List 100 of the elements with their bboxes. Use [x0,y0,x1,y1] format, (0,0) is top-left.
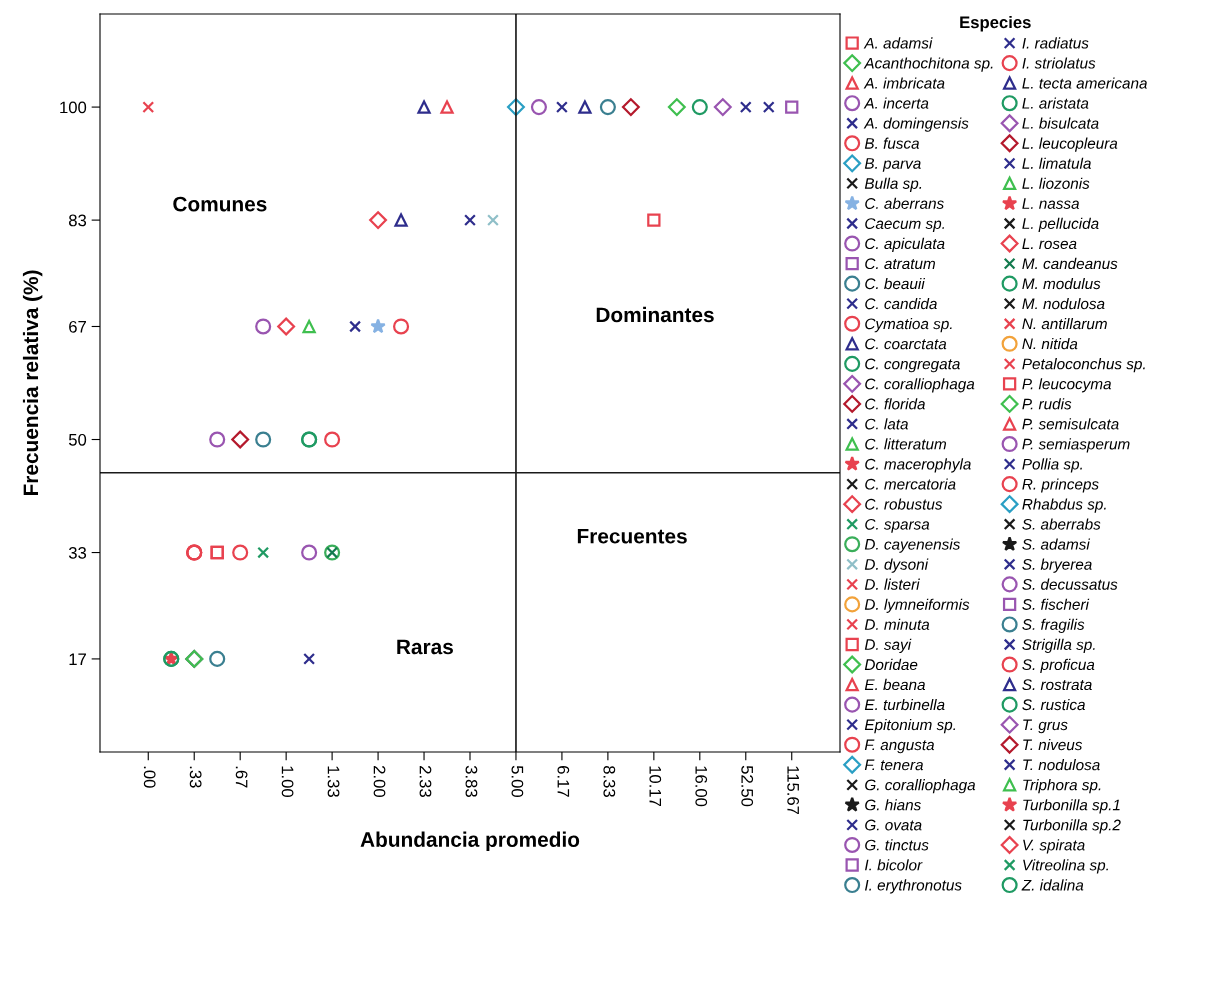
legend-label: Pollia sp. [1022,458,1082,473]
legend-label: L. rosea [1022,238,1077,250]
legend-label: L. limatula [1022,157,1091,169]
legend-label: L. leucopleura [1022,137,1118,152]
legend-label: M. nodulosa [1022,297,1105,310]
legend-label: A. adamsi [863,37,933,49]
legend-label: Acanthochitona sp. [863,57,993,72]
x-tick-label: 5.00 [511,765,524,797]
legend-label: L. tecta americana [1022,77,1147,89]
legend-label: R. princeps [1022,478,1099,493]
legend-label: Rhabdus sp. [1022,498,1106,513]
legend-label: C. mercatoria [865,478,956,490]
legend-label: Petaloconchus sp. [1022,358,1145,373]
annotation: Comunes [173,196,267,212]
x-tick-label: 8.33 [603,765,616,797]
x-tick-label: .33 [189,766,202,788]
legend-label: Z. idalina [1021,879,1084,891]
legend-label: A. imbricata [863,77,945,89]
legend-label: Bulla sp. [864,177,922,192]
legend-label: P. rudis [1022,398,1072,410]
legend-label: Doridae [864,658,918,671]
y-tick-label: 67 [69,320,86,333]
legend-label: S. aberrabs [1022,518,1101,530]
legend-label: I. striolatus [1022,57,1096,69]
legend-label: L. liozonis [1022,177,1090,189]
annotation: Frecuentes [577,529,687,544]
legend-label: D. sayi [864,638,912,653]
legend-label: Caecum sp. [865,218,945,233]
annotation: Raras [397,639,453,655]
legend-label: L. aristata [1022,97,1089,109]
legend-label: C. litteratum [865,438,947,450]
legend-label: F. angusta [864,739,935,754]
legend-label: I. erythronotus [864,879,962,894]
legend-label: C. florida [865,398,925,410]
legend-label: C. candida [865,297,937,310]
legend-label: C. beauii [865,277,926,290]
legend-label: I. radiatus [1022,37,1089,49]
legend-label: C. atratum [865,258,935,270]
y-tick-label: 100 [60,101,87,114]
x-tick-label: 16.00 [695,766,708,807]
legend-label: L. bisulcata [1022,117,1099,129]
legend-label: B. parva [864,158,921,172]
x-tick-label: 2.00 [373,766,386,797]
legend-label: P. leucocyma [1022,378,1112,393]
y-tick-label: 17 [69,653,86,665]
legend-label: C. coralliophaga [865,378,975,393]
legend-label: C. sparsa [865,518,930,533]
x-tick-label: 3.83 [465,765,478,797]
legend-label: S. adamsi [1022,538,1091,550]
legend-label: L. nassa [1022,198,1080,209]
legend-label: I. bicolor [864,859,923,871]
x-axis-title: Abundancia promedio [360,831,580,852]
legend-label: L. pellucida [1022,217,1099,233]
legend-label: G. coralliophaga [865,779,976,794]
legend-label: N. antillarum [1022,318,1107,330]
legend-label: V. spirata [1023,839,1085,854]
legend-label: C. macerophyla [865,458,971,473]
legend-label: Vitreolina sp. [1023,859,1109,874]
legend-label: Strigilla sp. [1022,638,1095,653]
legend-label: D. dysoni [864,558,929,573]
legend-label: D. lymneiformis [864,598,970,613]
legend-label: B. fusca [864,137,920,149]
legend-label: S. bryerea [1022,558,1092,573]
x-tick-label: 1.33 [327,766,340,797]
legend-label: C. lata [865,418,909,430]
x-tick-label: 52.50 [741,765,754,807]
legend-label: S. rustica [1022,698,1085,711]
legend-label: E. turbinella [864,698,945,711]
legend-label: S. proficua [1022,658,1095,674]
legend-label: F. tenera [864,759,924,771]
x-tick-label: 2.33 [419,766,432,797]
legend-label: T. nodulosa [1023,759,1100,771]
y-tick-label: 83 [68,214,87,227]
legend-label: C. coarctata [865,338,947,350]
y-tick-label: 33 [68,546,87,559]
legend-label: A. domingensis [863,117,969,132]
x-tick-label: 6.17 [557,766,570,797]
legend-label: Turbonilla sp.1 [1023,799,1120,814]
legend-label: S. fragilis [1022,618,1085,633]
legend-label: G. ovata [865,819,922,831]
legend-label: Cymatioa sp. [865,318,952,333]
y-tick-label: 50 [68,433,87,446]
legend-label: C. aberrans [865,197,944,209]
x-tick-label: .67 [235,766,248,788]
legend-label: G. hians [865,799,921,811]
legend-label: S. rostrata [1022,679,1092,691]
legend-label: P. semiasperum [1022,438,1130,453]
x-tick-label: 10.17 [649,766,662,807]
legend-label: D. listeri [864,578,920,590]
legend-label: S. fischeri [1022,598,1090,610]
legend-label: M. modulus [1022,277,1101,290]
legend-label: T. grus [1023,719,1068,734]
legend-label: Turbonilla sp.2 [1023,819,1121,834]
legend-label: D. cayenensis [864,538,961,553]
legend-label: S. decussatus [1022,578,1118,590]
annotation: Dominantes [596,306,714,323]
legend-label: C. apiculata [865,237,945,253]
legend-label: M. candeanus [1022,257,1118,270]
x-tick-label: .00 [143,766,156,788]
legend-label: E. beana [864,678,926,691]
